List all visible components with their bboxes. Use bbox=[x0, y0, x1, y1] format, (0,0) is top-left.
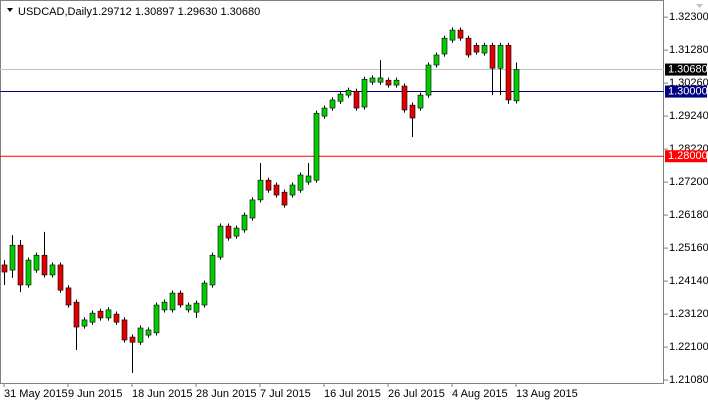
candle-body bbox=[25, 259, 32, 286]
candle-body bbox=[297, 174, 304, 191]
candle-body bbox=[425, 64, 432, 96]
y-tick-label: 1.21080 bbox=[669, 374, 708, 386]
candle-body bbox=[497, 44, 504, 69]
candle-body bbox=[129, 336, 136, 343]
price-label: 1.30000 bbox=[668, 85, 708, 97]
candle-body bbox=[105, 309, 112, 319]
candle-body bbox=[353, 90, 360, 109]
candle-body bbox=[457, 29, 464, 39]
y-tick-label: 1.23120 bbox=[669, 308, 708, 320]
candle-body bbox=[81, 319, 88, 327]
candle-body bbox=[321, 107, 328, 117]
candle-body bbox=[433, 54, 440, 66]
price-label-box bbox=[665, 63, 707, 76]
chart-subtitle: 1.29712 1.30897 1.29630 1.30680 bbox=[92, 6, 260, 18]
candle-body bbox=[473, 44, 480, 53]
y-tick-label: 1.22100 bbox=[669, 341, 708, 353]
candle-body bbox=[377, 77, 384, 83]
candle-body bbox=[161, 301, 168, 311]
candle-body bbox=[41, 254, 48, 276]
chart-title: USDCAD,Daily bbox=[18, 6, 92, 18]
candle-body bbox=[145, 329, 152, 336]
candle-body bbox=[329, 99, 336, 109]
candle-body bbox=[233, 227, 240, 237]
x-tick-label: 26 Jul 2015 bbox=[388, 388, 445, 400]
candle-body bbox=[185, 304, 192, 311]
candle-body bbox=[241, 214, 248, 231]
x-tick-label: 31 May 2015 bbox=[4, 388, 68, 400]
x-tick-label: 9 Jun 2015 bbox=[68, 388, 122, 400]
candle-body bbox=[513, 69, 520, 102]
candle-body bbox=[113, 313, 120, 323]
price-label-box bbox=[665, 85, 707, 98]
price-label: 1.30680 bbox=[668, 63, 708, 75]
price-label: 1.28000 bbox=[668, 150, 708, 162]
candle-body bbox=[169, 292, 176, 311]
candle-body bbox=[65, 287, 72, 306]
shift-marker bbox=[696, 4, 703, 8]
x-tick-label: 4 Aug 2015 bbox=[452, 388, 508, 400]
x-tick-label: 28 Jun 2015 bbox=[196, 388, 257, 400]
y-tick-label: 1.26180 bbox=[669, 209, 708, 221]
y-tick-label: 1.27200 bbox=[669, 176, 708, 188]
candle-body bbox=[361, 78, 368, 108]
candle-body bbox=[73, 301, 80, 328]
candle-body bbox=[313, 112, 320, 181]
y-tick-label: 1.24140 bbox=[669, 275, 708, 287]
candle-body bbox=[489, 44, 496, 69]
candle-body bbox=[97, 310, 104, 319]
candle-body bbox=[393, 79, 400, 86]
y-tick-label: 1.25160 bbox=[669, 242, 708, 254]
candle-body bbox=[225, 225, 232, 239]
y-tick-label: 1.29240 bbox=[669, 110, 708, 122]
candle-body bbox=[57, 264, 64, 291]
candle-body bbox=[249, 199, 256, 219]
candle-body bbox=[289, 184, 296, 196]
y-tick-label: 1.31280 bbox=[669, 44, 708, 56]
plot-area bbox=[0, 0, 664, 384]
candle-body bbox=[177, 292, 184, 306]
y-tick-label: 1.32300 bbox=[669, 11, 708, 23]
candle-body bbox=[417, 94, 424, 109]
candle-body bbox=[193, 302, 200, 313]
candle-body bbox=[1, 264, 8, 273]
candle-body bbox=[273, 184, 280, 196]
x-tick-label: 13 Aug 2015 bbox=[516, 388, 578, 400]
candle-body bbox=[209, 254, 216, 286]
candle-body bbox=[137, 327, 144, 343]
candle-body bbox=[369, 77, 376, 83]
candle-body bbox=[385, 79, 392, 86]
candle-body bbox=[305, 175, 312, 183]
candle-body bbox=[121, 319, 128, 341]
x-tick-label: 18 Jun 2015 bbox=[132, 388, 193, 400]
candle-body bbox=[257, 179, 264, 201]
candle-body bbox=[89, 312, 96, 323]
candle-body bbox=[217, 225, 224, 258]
candle-body bbox=[153, 304, 160, 334]
menu-arrow[interactable] bbox=[7, 8, 13, 12]
price-label-box bbox=[665, 150, 707, 163]
candle-body bbox=[441, 37, 448, 55]
candle-body bbox=[465, 37, 472, 56]
candle-body bbox=[201, 282, 208, 306]
candle-body bbox=[265, 179, 272, 191]
candle-body bbox=[337, 93, 344, 102]
candle-body bbox=[505, 44, 512, 101]
candle-body bbox=[33, 254, 40, 271]
candle-body bbox=[281, 191, 288, 206]
candle-body bbox=[17, 244, 24, 286]
candle-body bbox=[481, 44, 488, 54]
x-tick-label: 7 Jul 2015 bbox=[260, 388, 311, 400]
candle-body bbox=[49, 264, 56, 276]
x-tick-label: 16 Jul 2015 bbox=[324, 388, 381, 400]
candle-body bbox=[449, 29, 456, 41]
candle-body bbox=[401, 85, 408, 111]
candle-body bbox=[9, 244, 16, 271]
candle-body bbox=[409, 104, 416, 119]
candle-body bbox=[345, 89, 352, 96]
